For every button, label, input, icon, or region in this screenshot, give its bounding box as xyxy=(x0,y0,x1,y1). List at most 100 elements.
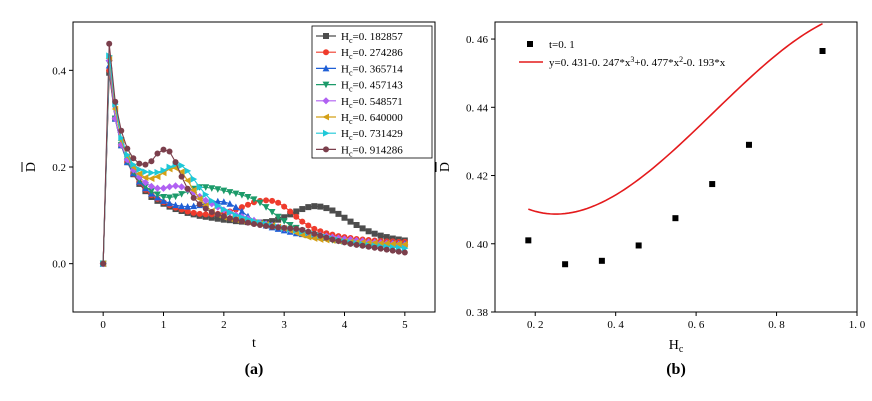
data-point xyxy=(190,194,197,201)
legend-label-sub: c xyxy=(349,85,353,94)
data-point xyxy=(196,201,203,208)
data-point xyxy=(341,239,348,246)
data-point xyxy=(299,226,306,233)
data-point xyxy=(232,190,240,198)
data-point xyxy=(347,240,354,247)
data-point xyxy=(136,160,143,167)
data-point xyxy=(184,185,191,192)
data-point xyxy=(268,208,276,216)
data-point xyxy=(238,207,246,215)
data-point xyxy=(819,48,826,54)
legend-marker xyxy=(322,64,330,72)
data-point xyxy=(317,232,324,239)
data-point xyxy=(148,158,155,165)
y-tick-label: 0.2 xyxy=(52,162,66,174)
data-point xyxy=(275,224,282,231)
data-point xyxy=(280,218,288,225)
data-point xyxy=(190,186,197,194)
legend-label: Hc=0. 640000 xyxy=(341,112,403,126)
data-point xyxy=(335,237,342,244)
data-point xyxy=(232,203,240,211)
data-point xyxy=(220,198,228,205)
data-point xyxy=(172,193,179,201)
legend-marker xyxy=(323,33,329,39)
data-point xyxy=(323,234,330,241)
y-tick-label: 0. 44 xyxy=(466,102,489,114)
data-point xyxy=(184,167,192,175)
legend-label: Hc=0. 548571 xyxy=(341,96,403,110)
data-point xyxy=(202,205,209,212)
data-point xyxy=(383,239,390,247)
legend-label-rest: =0. 548571 xyxy=(353,96,403,108)
data-point xyxy=(371,230,378,237)
data-point xyxy=(106,40,113,47)
x-tick-label: 0 xyxy=(100,319,106,331)
legend-marker xyxy=(527,41,533,47)
data-point xyxy=(220,206,228,213)
legend-entry-fit: y=0. 431-0. 247*x3+0. 477*x2-0. 193*x xyxy=(519,55,726,69)
data-point xyxy=(190,175,198,183)
data-point xyxy=(311,225,318,232)
data-point xyxy=(202,191,210,198)
data-point xyxy=(256,199,264,207)
x-tick-label: 3 xyxy=(281,319,287,331)
data-point xyxy=(214,215,221,222)
data-point xyxy=(178,173,185,180)
data-point xyxy=(184,177,191,184)
data-point xyxy=(160,193,167,201)
legend-label: Hc=0. 457143 xyxy=(341,80,403,94)
data-point xyxy=(141,174,149,182)
data-point xyxy=(525,237,532,244)
legend-label-main: H xyxy=(341,31,349,43)
panel-label-b: (b) xyxy=(666,361,686,378)
data-point xyxy=(269,197,276,204)
y-tick-label: 0. 40 xyxy=(466,239,489,251)
data-point xyxy=(395,248,402,255)
legend-label-rest: =0. 182857 xyxy=(353,31,404,43)
data-point xyxy=(304,233,312,241)
data-point xyxy=(347,218,354,225)
legend-marker xyxy=(323,49,329,56)
data-point xyxy=(341,214,348,221)
x-tick-label: 1. 0 xyxy=(849,319,866,331)
y-tick-label: 0. 38 xyxy=(466,307,489,319)
data-point xyxy=(184,203,192,210)
data-point xyxy=(153,184,162,192)
data-point xyxy=(124,145,131,152)
legend-label-sub: c xyxy=(349,149,353,158)
legend-entry-5: Hc=0. 548571 xyxy=(316,96,403,110)
data-point xyxy=(257,222,264,228)
data-point xyxy=(166,199,173,207)
legend-label-main: H xyxy=(341,63,349,75)
legend-label-main: H xyxy=(341,144,349,156)
data-point xyxy=(148,169,156,177)
legend-marker xyxy=(323,146,329,153)
legend-entry-2: Hc=0. 274286 xyxy=(316,47,403,61)
legend-label: Hc=0. 274286 xyxy=(341,47,403,61)
data-point xyxy=(286,222,294,229)
x-tick-label: 5 xyxy=(402,319,408,331)
data-point xyxy=(244,201,251,208)
fit-label-sup: 3 xyxy=(630,55,634,64)
data-point xyxy=(244,219,251,226)
data-point xyxy=(269,223,276,230)
data-point xyxy=(311,230,318,237)
y-tick-label: 0. 42 xyxy=(466,171,488,183)
data-point xyxy=(305,204,312,211)
x-tick-label: 0. 8 xyxy=(768,319,785,331)
data-point xyxy=(263,222,270,229)
data-point xyxy=(299,206,306,213)
legend-label: t=0. 1 xyxy=(549,39,575,51)
data-point xyxy=(226,215,233,222)
data-point xyxy=(184,208,191,215)
legend-label-sub: c xyxy=(349,36,353,45)
legend-label-main: H xyxy=(341,96,349,108)
legend-entry-3: Hc=0. 365714 xyxy=(316,63,403,77)
data-point xyxy=(281,203,288,210)
data-point xyxy=(329,236,336,243)
data-point xyxy=(389,240,396,248)
x-axis-label-main: H xyxy=(669,338,679,353)
fit-label-sup: 2 xyxy=(679,55,683,64)
legend-label-rest: =0. 640000 xyxy=(353,112,404,124)
